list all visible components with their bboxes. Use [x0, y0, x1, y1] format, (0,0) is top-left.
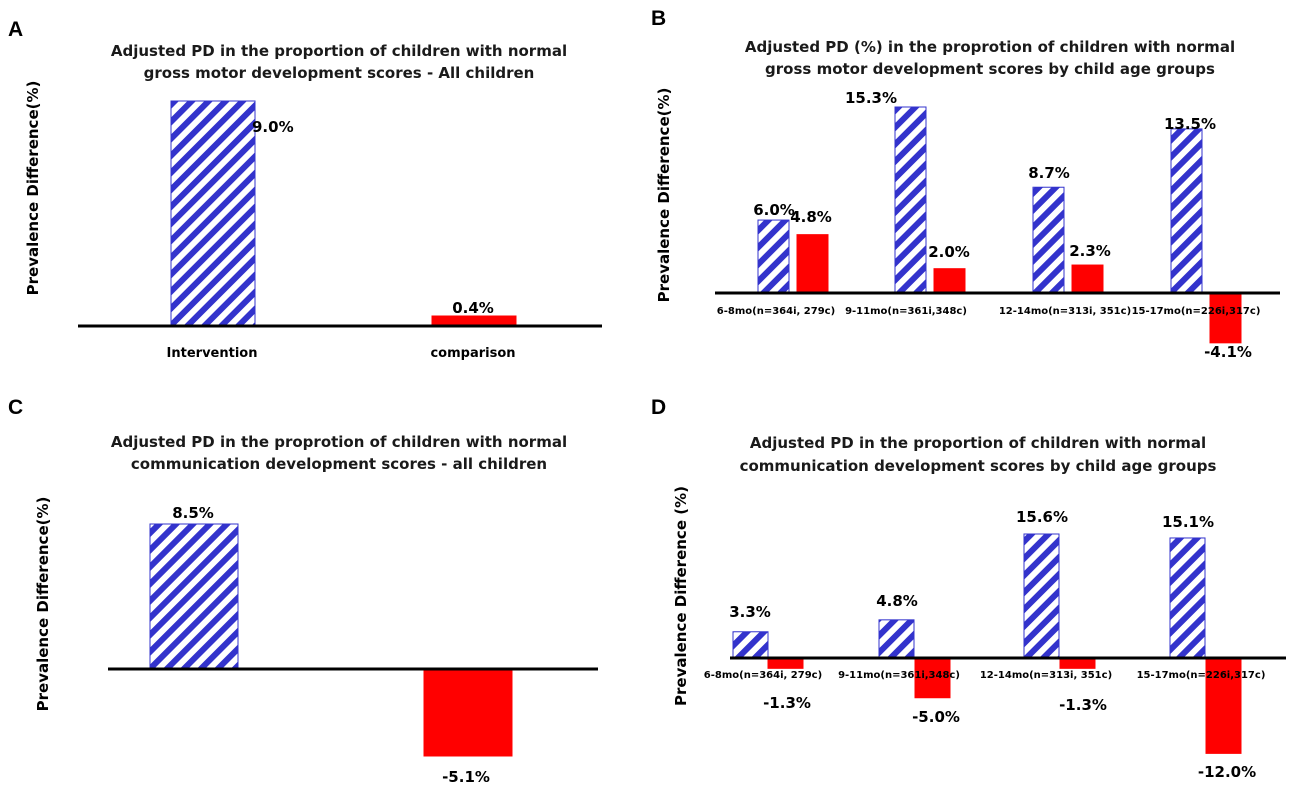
- data-label: -1.3%: [763, 694, 811, 712]
- bar-comparison: [1205, 657, 1242, 754]
- bar-comparison: [767, 657, 804, 669]
- bar-comparison: [1059, 657, 1096, 669]
- chart-title-line-1: Adjusted PD in the proportion of childre…: [750, 434, 1206, 452]
- chart-panel-a: A Adjusted PD in the proportion of childr…: [8, 18, 602, 361]
- data-label: 4.8%: [790, 208, 832, 226]
- x-tick-label: 12-14mo(n=313i, 351c): [980, 670, 1112, 681]
- bar-intervention: [757, 219, 790, 294]
- x-tick-label: 15-17mo(n=226i,317c): [1137, 670, 1266, 681]
- bar-comparison: [933, 268, 966, 294]
- chart-panel-c: C Adjusted PD in the proprotion of childr…: [8, 396, 598, 786]
- bar-intervention: [1032, 186, 1065, 294]
- data-label: 13.5%: [1164, 115, 1216, 133]
- y-axis-label: Prevalence Difference(%): [655, 88, 673, 303]
- y-axis-label: Prevalence Difference(%): [24, 81, 42, 296]
- bar-intervention: [149, 523, 239, 670]
- chart-title-line-2: communication development scores - all c…: [131, 455, 547, 473]
- bar-intervention: [894, 106, 927, 294]
- data-label: -5.1%: [442, 768, 490, 786]
- panel-letter: C: [8, 396, 23, 419]
- chart-title-line-1: Adjusted PD in the proportion of childre…: [111, 42, 567, 60]
- bar-intervention: [1169, 537, 1206, 659]
- chart-title-line-2: gross motor development scores by child …: [765, 60, 1215, 78]
- x-tick-label: 9-11mo(n=361i,348c): [845, 306, 967, 317]
- y-axis-label: Prevalence Difference(%): [34, 497, 52, 712]
- data-label: 8.7%: [1028, 164, 1070, 182]
- bar-comparison: [423, 668, 513, 757]
- bar-intervention: [170, 100, 256, 327]
- x-tick-label: 12-14mo(n=313i, 351c): [999, 306, 1131, 317]
- bar-comparison: [796, 234, 829, 294]
- data-label: 15.3%: [845, 89, 897, 107]
- data-label: 6.0%: [753, 201, 795, 219]
- panel-letter: A: [8, 18, 23, 41]
- x-tick-label: 6-8mo(n=364i, 279c): [704, 670, 822, 681]
- panel-letter: B: [651, 7, 666, 30]
- data-label: 15.1%: [1162, 513, 1214, 531]
- data-label: 8.5%: [172, 504, 214, 522]
- data-label: -12.0%: [1198, 763, 1256, 781]
- data-label: 0.4%: [452, 299, 494, 317]
- data-label: -5.0%: [912, 708, 960, 726]
- bar-intervention: [732, 631, 769, 659]
- data-label: -1.3%: [1059, 696, 1107, 714]
- bar-intervention: [878, 619, 915, 659]
- x-tick-label: Intervention: [167, 346, 258, 361]
- data-label: 4.8%: [876, 592, 918, 610]
- x-tick-label: 6-8mo(n=364i, 279c): [717, 306, 835, 317]
- panel-letter: D: [651, 396, 666, 419]
- bar-intervention: [1023, 533, 1060, 659]
- chart-panel-d: D Adjusted PD in the proportion of childr…: [651, 396, 1286, 781]
- bar-comparison: [1209, 292, 1242, 344]
- chart-title-line-1: Adjusted PD (%) in the proprotion of chi…: [745, 38, 1235, 56]
- data-label: 15.6%: [1016, 508, 1068, 526]
- x-tick-label: 15-17mo(n=226i,317c): [1132, 306, 1261, 317]
- chart-title-line-2: gross motor development scores - All chi…: [144, 64, 535, 82]
- chart-title-line-2: communication development scores by chil…: [740, 457, 1217, 475]
- data-label: 2.3%: [1069, 242, 1111, 260]
- data-label: -4.1%: [1204, 343, 1252, 361]
- data-label: 9.0%: [252, 118, 294, 136]
- bar-comparison: [914, 657, 951, 699]
- chart-panel-b: B Adjusted PD (%) in the proprotion of ch…: [651, 7, 1280, 361]
- x-tick-label: 9-11mo(n=361i,348c): [838, 670, 960, 681]
- y-axis-label: Prevalence Difference (%): [672, 486, 690, 706]
- bar-intervention: [1170, 128, 1203, 294]
- x-tick-label: comparison: [430, 346, 515, 361]
- data-label: 3.3%: [729, 603, 771, 621]
- bar-comparison: [1071, 264, 1104, 294]
- data-label: 2.0%: [928, 243, 970, 261]
- chart-title-line-1: Adjusted PD in the proprotion of childre…: [111, 433, 567, 451]
